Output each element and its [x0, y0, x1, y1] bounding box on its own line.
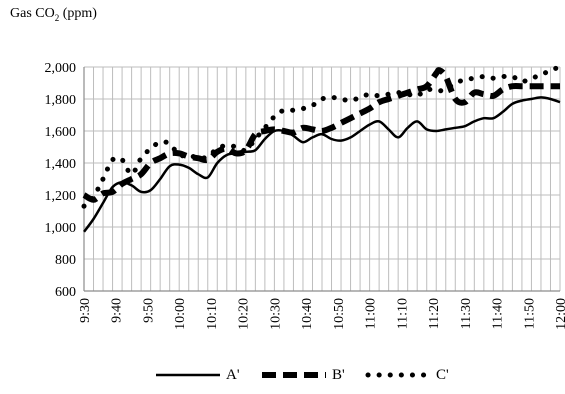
chart-grid: [83, 66, 561, 292]
x-tick-label: 10:10: [205, 298, 220, 330]
series-lines: [81, 64, 563, 233]
series-line-c: [81, 64, 563, 209]
legend-item-b: B': [260, 362, 345, 388]
y-tick-label: 1,200: [45, 189, 77, 204]
y-tick-label: 1,400: [45, 157, 77, 172]
y-tick-label: 1,800: [45, 93, 77, 108]
x-tick-label: 11:40: [491, 298, 506, 329]
x-tick-label: 11:20: [427, 298, 442, 329]
x-tick-label: 9:30: [78, 298, 93, 323]
x-tick-label: 10:40: [300, 298, 315, 330]
legend-swatch-dashed: [262, 372, 326, 378]
legend-swatch-solid: [156, 373, 220, 377]
x-tick-label: 10:50: [332, 298, 347, 330]
legend-item-a: A': [154, 362, 240, 388]
x-tick-labels: 9:30 9:40 9:50 10:00 10:10 10:20 10:30 10:40 10:…: [78, 298, 565, 330]
x-tick-label: 10:20: [237, 298, 252, 330]
y-tick-label: 1,000: [45, 221, 77, 236]
chart-axes: [83, 67, 560, 292]
legend-label-b: B': [332, 366, 345, 383]
y-tick-label: 600: [55, 285, 76, 300]
y-axis-title: Gas CO2 (ppm): [10, 6, 97, 23]
legend-label-c: C': [436, 366, 449, 383]
x-tick-label: 11:50: [522, 298, 537, 329]
series-line-b: [82, 67, 560, 203]
x-tick-label: 10:00: [173, 298, 188, 330]
x-tick-label: 11:10: [395, 298, 410, 329]
series-line-a: [83, 96, 561, 233]
y-tick-labels: 600 800 1,000 1,200 1,400 1,600 1,800 2,000: [45, 61, 77, 300]
y-tick-label: 1,600: [45, 125, 77, 140]
x-tick-label: 9:50: [141, 298, 156, 323]
y-tick-label: 800: [55, 253, 76, 268]
legend-swatch-dotted: [365, 372, 432, 378]
x-tick-label: 10:30: [268, 298, 283, 330]
legend: A' B' C': [0, 362, 565, 388]
legend-item-c: C': [364, 362, 449, 388]
x-tick-label: 12:00: [554, 298, 565, 330]
y-tick-label: 2,000: [45, 61, 77, 76]
legend-label-a: A': [226, 366, 240, 383]
x-tick-label: 11:30: [459, 298, 474, 329]
x-tick-label: 9:40: [110, 298, 125, 323]
x-tick-label: 11:00: [364, 298, 379, 329]
